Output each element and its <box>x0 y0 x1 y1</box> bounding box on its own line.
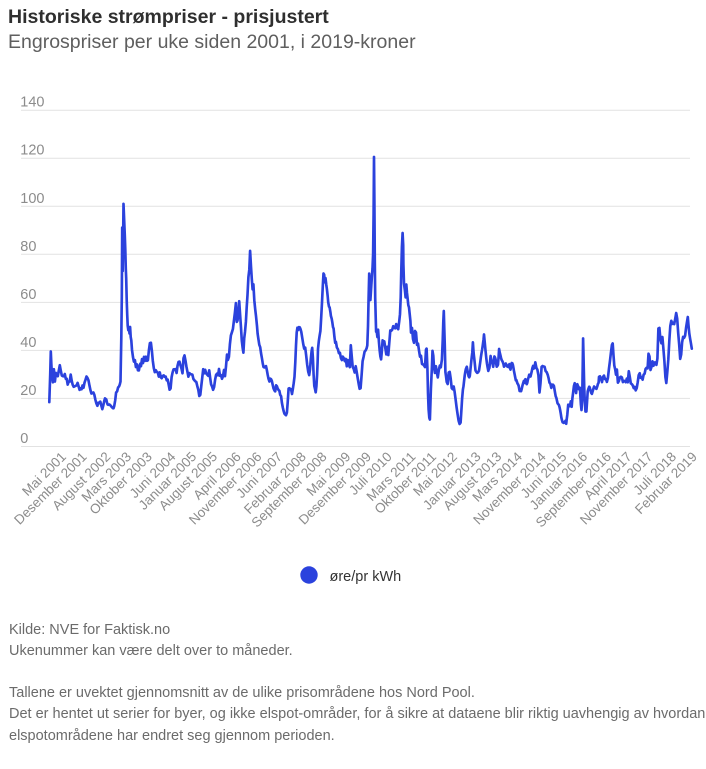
svg-text:20: 20 <box>20 383 36 399</box>
svg-text:0: 0 <box>20 431 28 447</box>
svg-text:60: 60 <box>20 287 36 303</box>
svg-text:140: 140 <box>20 95 44 111</box>
svg-text:120: 120 <box>20 143 44 159</box>
svg-text:øre/pr kWh: øre/pr kWh <box>330 569 402 585</box>
svg-text:40: 40 <box>20 335 36 351</box>
svg-text:80: 80 <box>20 239 36 255</box>
svg-text:100: 100 <box>20 191 44 207</box>
